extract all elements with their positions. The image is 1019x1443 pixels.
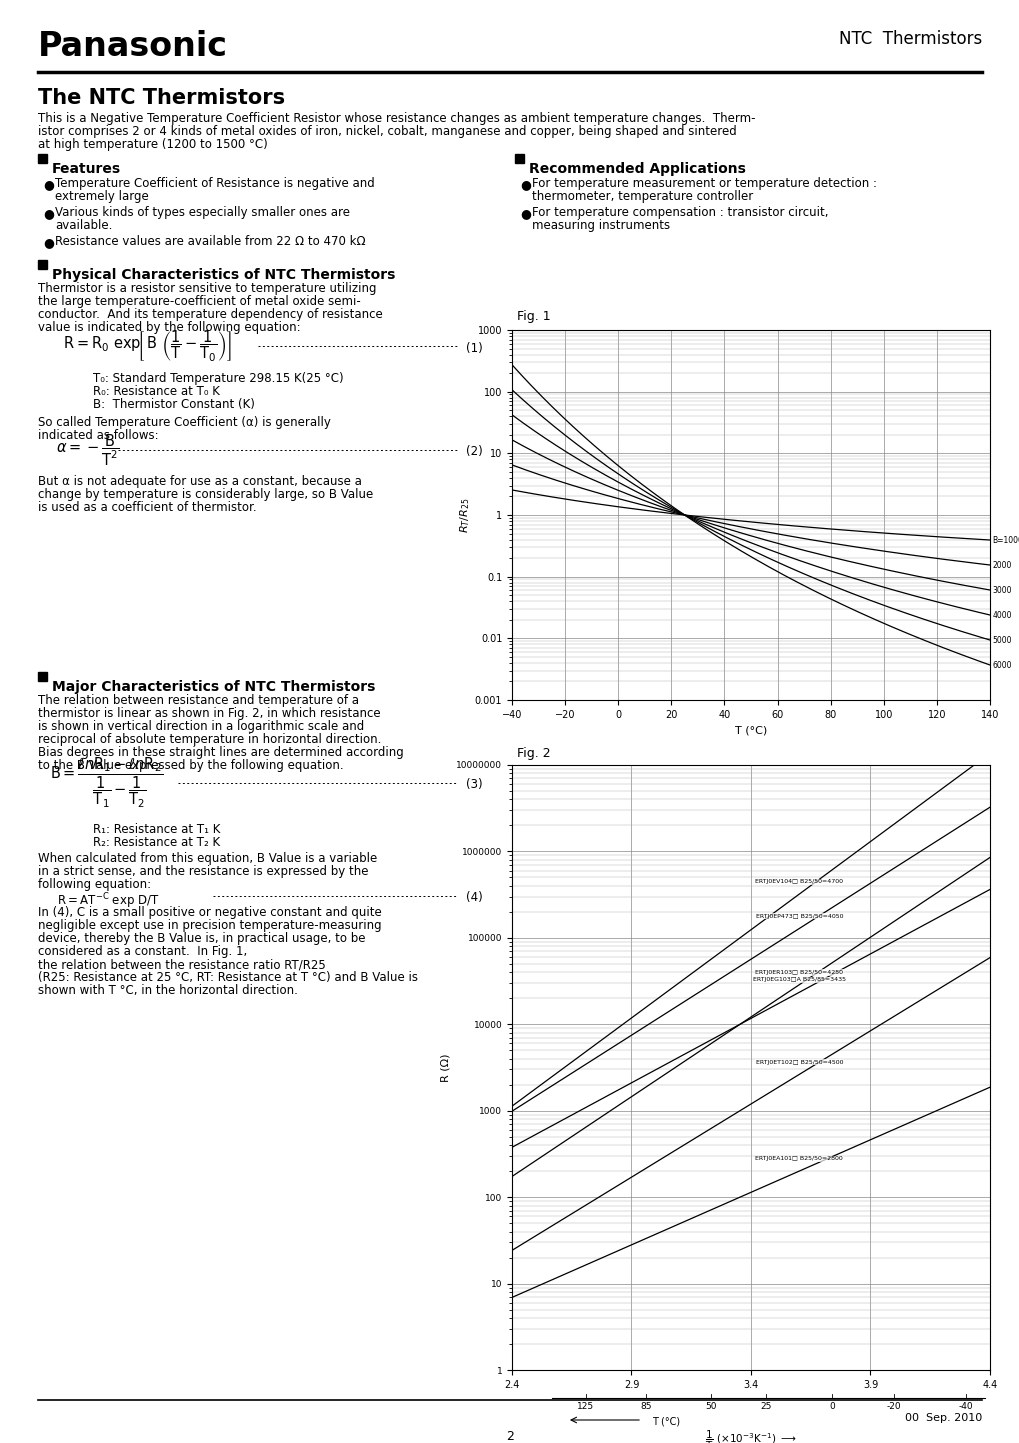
Text: The NTC Thermistors: The NTC Thermistors (38, 88, 285, 108)
Text: For temperature measurement or temperature detection :: For temperature measurement or temperatu… (532, 177, 876, 190)
Text: at high temperature (1200 to 1500 °C): at high temperature (1200 to 1500 °C) (38, 139, 268, 152)
Text: Thermistor is a resistor sensitive to temperature utilizing: Thermistor is a resistor sensitive to te… (38, 281, 376, 294)
Text: considered as a constant.  In Fig. 1,: considered as a constant. In Fig. 1, (38, 945, 247, 958)
Text: change by temperature is considerably large, so B Value: change by temperature is considerably la… (38, 488, 373, 501)
Text: istor comprises 2 or 4 kinds of metal oxides of iron, nickel, cobalt, manganese : istor comprises 2 or 4 kinds of metal ox… (38, 126, 736, 139)
Text: ●: ● (43, 206, 54, 219)
Y-axis label: R (Ω): R (Ω) (440, 1053, 450, 1082)
Text: device, thereby the B Value is, in practical usage, to be: device, thereby the B Value is, in pract… (38, 932, 365, 945)
Text: Physical Characteristics of NTC Thermistors: Physical Characteristics of NTC Thermist… (52, 268, 395, 281)
Text: Fig. 2: Fig. 2 (517, 747, 550, 760)
Text: 4000: 4000 (991, 610, 1011, 619)
Text: 5000: 5000 (991, 635, 1011, 645)
Text: ●: ● (520, 206, 530, 219)
X-axis label: $\dfrac{1}{\mathrm{T}}\ (\times10^{-3}\mathrm{K}^{-1})\ \longrightarrow$: $\dfrac{1}{\mathrm{T}}\ (\times10^{-3}\m… (704, 1429, 796, 1443)
Text: 125: 125 (577, 1403, 594, 1411)
Bar (38, 154, 47, 163)
Text: 00  Sep. 2010: 00 Sep. 2010 (904, 1413, 981, 1423)
Text: -40: -40 (958, 1403, 972, 1411)
X-axis label: T (°C): T (°C) (734, 726, 766, 736)
Text: R₁: Resistance at T₁ K: R₁: Resistance at T₁ K (93, 823, 220, 835)
Text: is shown in vertical direction in a logarithmic scale and: is shown in vertical direction in a loga… (38, 720, 364, 733)
Text: 50: 50 (704, 1403, 715, 1411)
Text: $\mathrm{B} = \dfrac{\ell n\mathrm{R_1} - \ell n\mathrm{R_2}}{\dfrac{1}{\mathrm{: $\mathrm{B} = \dfrac{\ell n\mathrm{R_1} … (50, 756, 163, 811)
Text: When calculated from this equation, B Value is a variable: When calculated from this equation, B Va… (38, 851, 377, 864)
Text: 0: 0 (828, 1403, 834, 1411)
Text: In (4), C is a small positive or negative constant and quite: In (4), C is a small positive or negativ… (38, 906, 381, 919)
Text: thermometer, temperature controller: thermometer, temperature controller (532, 190, 752, 203)
Text: T (°C): T (°C) (651, 1416, 680, 1426)
Text: (4): (4) (466, 890, 482, 903)
Text: Various kinds of types especially smaller ones are: Various kinds of types especially smalle… (55, 206, 350, 219)
Text: (3): (3) (466, 778, 482, 791)
Y-axis label: $R_T/R_{25}$: $R_T/R_{25}$ (458, 498, 472, 532)
Bar (38, 260, 47, 268)
Text: 2000: 2000 (991, 560, 1011, 570)
Text: NTC  Thermistors: NTC Thermistors (838, 30, 981, 48)
Text: thermistor is linear as shown in Fig. 2, in which resistance: thermistor is linear as shown in Fig. 2,… (38, 707, 380, 720)
Text: 6000: 6000 (991, 661, 1011, 670)
Text: ERTJ0ER103□ B25/50=4250: ERTJ0ER103□ B25/50=4250 (754, 970, 843, 975)
Text: R₀: Resistance at T₀ K: R₀: Resistance at T₀ K (93, 385, 220, 398)
Text: ERTJ0EP473□ B25/50=4050: ERTJ0EP473□ B25/50=4050 (755, 913, 842, 919)
Text: ●: ● (520, 177, 530, 190)
Text: measuring instruments: measuring instruments (532, 219, 669, 232)
Text: to the B Value expressed by the following equation.: to the B Value expressed by the followin… (38, 759, 343, 772)
Text: (2): (2) (466, 444, 482, 457)
Text: value is indicated by the following equation:: value is indicated by the following equa… (38, 320, 301, 333)
Text: the relation between the resistance ratio RT/R25: the relation between the resistance rati… (38, 958, 325, 971)
Text: ●: ● (43, 177, 54, 190)
Text: $\alpha = -\dfrac{\mathrm{B}}{\mathrm{T}^2}$: $\alpha = -\dfrac{\mathrm{B}}{\mathrm{T}… (56, 433, 119, 468)
Text: extremely large: extremely large (55, 190, 149, 203)
Text: T₀: Standard Temperature 298.15 K(25 °C): T₀: Standard Temperature 298.15 K(25 °C) (93, 372, 343, 385)
Text: negligible except use in precision temperature-measuring: negligible except use in precision tempe… (38, 919, 381, 932)
Text: available.: available. (55, 219, 112, 232)
Text: But α is not adequate for use as a constant, because a: But α is not adequate for use as a const… (38, 475, 362, 488)
Text: 25: 25 (760, 1403, 771, 1411)
Text: ERTJ0EG103□A B25/85=3435: ERTJ0EG103□A B25/85=3435 (752, 977, 845, 983)
Bar (515, 154, 524, 163)
Text: 85: 85 (640, 1403, 651, 1411)
Text: following equation:: following equation: (38, 877, 151, 890)
Text: $\mathrm{R{=}R_0\ exp}\!\left[\,\mathrm{B}\ \left(\dfrac{1}{\mathrm{T}}-\dfrac{1: $\mathrm{R{=}R_0\ exp}\!\left[\,\mathrm{… (63, 329, 231, 364)
Text: This is a Negative Temperature Coefficient Resistor whose resistance changes as : This is a Negative Temperature Coefficie… (38, 113, 755, 126)
Text: ERTJ0EA101□ B25/50=2800: ERTJ0EA101□ B25/50=2800 (755, 1156, 843, 1162)
Text: (1): (1) (466, 342, 482, 355)
Text: Recommended Applications: Recommended Applications (529, 162, 745, 176)
Text: 2: 2 (505, 1430, 514, 1443)
Text: $\mathrm{R = AT^{-C}\ exp\ D/T}$: $\mathrm{R = AT^{-C}\ exp\ D/T}$ (46, 890, 160, 911)
Text: ●: ● (43, 237, 54, 250)
Text: R₂: Resistance at T₂ K: R₂: Resistance at T₂ K (93, 835, 220, 848)
Text: Bias degrees in these straight lines are determined according: Bias degrees in these straight lines are… (38, 746, 404, 759)
Text: (R25: Resistance at 25 °C, RT: Resistance at T °C) and B Value is: (R25: Resistance at 25 °C, RT: Resistanc… (38, 971, 418, 984)
Text: -20: -20 (886, 1403, 900, 1411)
Text: The relation between resistance and temperature of a: The relation between resistance and temp… (38, 694, 359, 707)
Bar (38, 672, 47, 681)
Text: B=1000: B=1000 (991, 535, 1019, 544)
Text: Fig. 1: Fig. 1 (517, 310, 550, 323)
Text: ERTJ0ET102□ B25/50=4500: ERTJ0ET102□ B25/50=4500 (755, 1059, 842, 1065)
Text: Resistance values are available from 22 Ω to 470 kΩ: Resistance values are available from 22 … (55, 235, 365, 248)
Text: Major Characteristics of NTC Thermistors: Major Characteristics of NTC Thermistors (52, 680, 375, 694)
Text: For temperature compensation : transistor circuit,: For temperature compensation : transisto… (532, 206, 827, 219)
Text: Temperature Coefficient of Resistance is negative and: Temperature Coefficient of Resistance is… (55, 177, 374, 190)
Text: reciprocal of absolute temperature in horizontal direction.: reciprocal of absolute temperature in ho… (38, 733, 381, 746)
Text: So called Temperature Coefficient (α) is generally: So called Temperature Coefficient (α) is… (38, 416, 330, 429)
Text: in a strict sense, and the resistance is expressed by the: in a strict sense, and the resistance is… (38, 864, 368, 877)
Text: Panasonic: Panasonic (38, 30, 228, 63)
Text: is used as a coefficient of thermistor.: is used as a coefficient of thermistor. (38, 501, 257, 514)
Text: conductor.  And its temperature dependency of resistance: conductor. And its temperature dependenc… (38, 307, 382, 320)
Text: Features: Features (52, 162, 121, 176)
Text: B:  Thermistor Constant (K): B: Thermistor Constant (K) (93, 398, 255, 411)
Text: shown with T °C, in the horizontal direction.: shown with T °C, in the horizontal direc… (38, 984, 298, 997)
Text: the large temperature-coefficient of metal oxide semi-: the large temperature-coefficient of met… (38, 294, 361, 307)
Text: ERTJ0EV104□ B25/50=4700: ERTJ0EV104□ B25/50=4700 (754, 879, 843, 885)
Text: indicated as follows:: indicated as follows: (38, 429, 159, 442)
Text: 3000: 3000 (991, 586, 1011, 595)
